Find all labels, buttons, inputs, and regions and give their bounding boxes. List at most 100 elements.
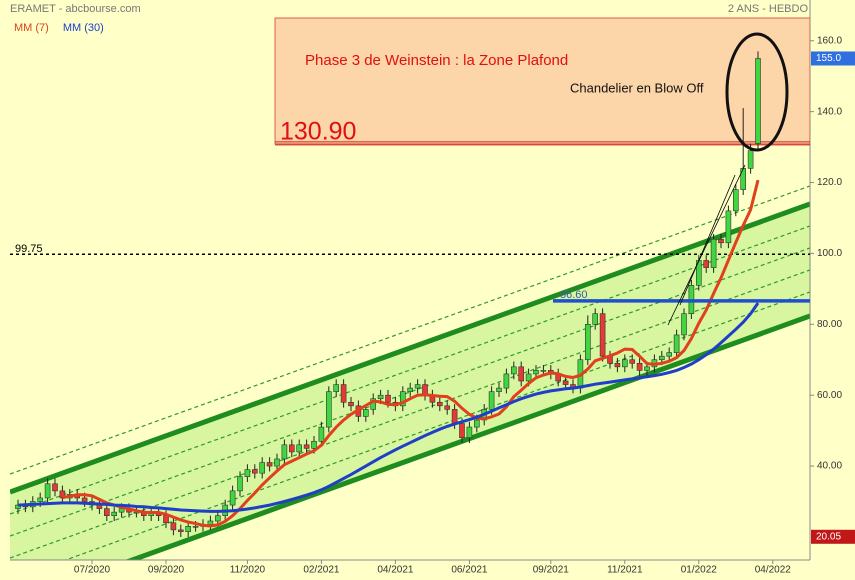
- candle-body: [644, 366, 650, 371]
- candle-body: [385, 394, 391, 403]
- resistance-label: 99.75: [15, 243, 43, 255]
- candle-body: [44, 483, 51, 499]
- candle-body: [488, 391, 495, 410]
- candle-body: [533, 370, 539, 375]
- candle-body: [703, 260, 710, 268]
- trend-mark: [667, 164, 746, 326]
- annotation: Phase 3 de Weinstein : la Zone Plafond: [305, 52, 568, 69]
- candle-body: [296, 444, 303, 453]
- candle-body: [178, 529, 184, 532]
- candle-body: [503, 373, 510, 389]
- candle-body: [244, 469, 251, 478]
- candle-body: [311, 440, 317, 449]
- candle-body: [333, 384, 340, 392]
- candle-body: [52, 483, 58, 492]
- candle-body: [459, 423, 465, 439]
- candle-body: [348, 401, 354, 407]
- candle-body: [747, 150, 754, 169]
- annotation: Chandelier en Blow Off: [570, 80, 704, 95]
- channel-fill: [10, 204, 810, 560]
- candle-body: [81, 497, 88, 502]
- candle-body: [444, 405, 451, 410]
- candle-body: [274, 458, 280, 467]
- candle-body: [229, 490, 236, 506]
- moving-average: [62, 179, 760, 528]
- candle-body: [414, 384, 421, 389]
- candle-body: [37, 497, 44, 502]
- candle-body: [473, 419, 480, 428]
- y-tick-label: 80.00: [817, 319, 842, 330]
- candle-body: [525, 373, 532, 382]
- candle-body: [192, 526, 199, 528]
- candle-body: [636, 362, 643, 371]
- candle-body: [540, 370, 547, 372]
- y-tick-label: 160.0: [817, 35, 842, 46]
- y-tick-label: 40.00: [817, 461, 842, 472]
- y-tick-label: 100.0: [817, 248, 842, 259]
- candle-body: [399, 391, 406, 407]
- x-tick-label: 11/2020: [230, 565, 266, 576]
- candle-body: [732, 189, 739, 212]
- candle-body: [325, 391, 332, 428]
- candle-body: [584, 324, 591, 361]
- y-tick-label: 140.0: [817, 106, 842, 117]
- chart-subtitle: 2 ANS - HEBDO: [728, 3, 809, 15]
- candle-body: [710, 238, 717, 268]
- zone-label: 130.90: [280, 118, 356, 146]
- candle-body: [658, 355, 665, 361]
- x-tick-label: 06/2021: [451, 565, 488, 576]
- candle-body: [466, 426, 473, 439]
- x-tick-label: 09/2021: [533, 565, 570, 576]
- candle-body: [303, 444, 310, 449]
- candle-body: [614, 362, 621, 368]
- channel-upper: [10, 201, 810, 495]
- y-tick-label: 120.0: [817, 177, 842, 188]
- x-tick-label: 02/2021: [303, 565, 340, 576]
- candle-body: [718, 238, 724, 244]
- candle-body: [599, 313, 606, 357]
- price-tag-label: 155.0: [816, 53, 841, 64]
- candle-body: [170, 522, 177, 531]
- legend-entry: MM (30): [63, 22, 104, 34]
- candle-body: [59, 490, 66, 499]
- chart-title: ERAMET - abcbourse.com: [10, 3, 141, 15]
- candle-body: [104, 508, 110, 516]
- candle-body: [510, 366, 517, 375]
- candle-body: [518, 366, 525, 382]
- candle-body: [252, 469, 258, 474]
- low-tag: [811, 529, 855, 544]
- moving-average: [17, 302, 760, 513]
- candle-body: [318, 426, 325, 442]
- x-tick-label: 07/2020: [74, 565, 111, 576]
- candle-body: [755, 58, 761, 144]
- candle-body: [436, 401, 443, 407]
- candle-body: [340, 384, 347, 403]
- candle-body: [281, 444, 288, 460]
- candle-body: [451, 409, 458, 424]
- candle-body: [237, 476, 243, 492]
- trend-channel: [10, 185, 810, 560]
- candle-body: [207, 520, 214, 525]
- candle-body: [215, 515, 221, 522]
- candle-body: [562, 380, 569, 385]
- support-label: 86.60: [560, 289, 588, 301]
- low-tag-label: 20.05: [816, 531, 841, 542]
- candle-body: [111, 511, 117, 516]
- candle-body: [496, 387, 502, 392]
- legend-entry: MM (7): [14, 22, 49, 34]
- x-tick-label: 09/2020: [148, 565, 185, 576]
- candle-body: [725, 210, 732, 244]
- candle-body: [629, 359, 636, 364]
- candle-body: [288, 444, 295, 453]
- candle-body: [592, 313, 599, 325]
- candle-body: [259, 462, 266, 474]
- x-tick-label: 04/2022: [755, 565, 792, 576]
- candle-body: [621, 359, 628, 368]
- x-tick-label: 04/2021: [377, 565, 414, 576]
- plot-area: [10, 17, 810, 537]
- y-tick-label: 60.00: [817, 390, 842, 401]
- candle-body: [362, 409, 369, 417]
- candle-body: [407, 387, 414, 392]
- candle-body: [266, 462, 273, 467]
